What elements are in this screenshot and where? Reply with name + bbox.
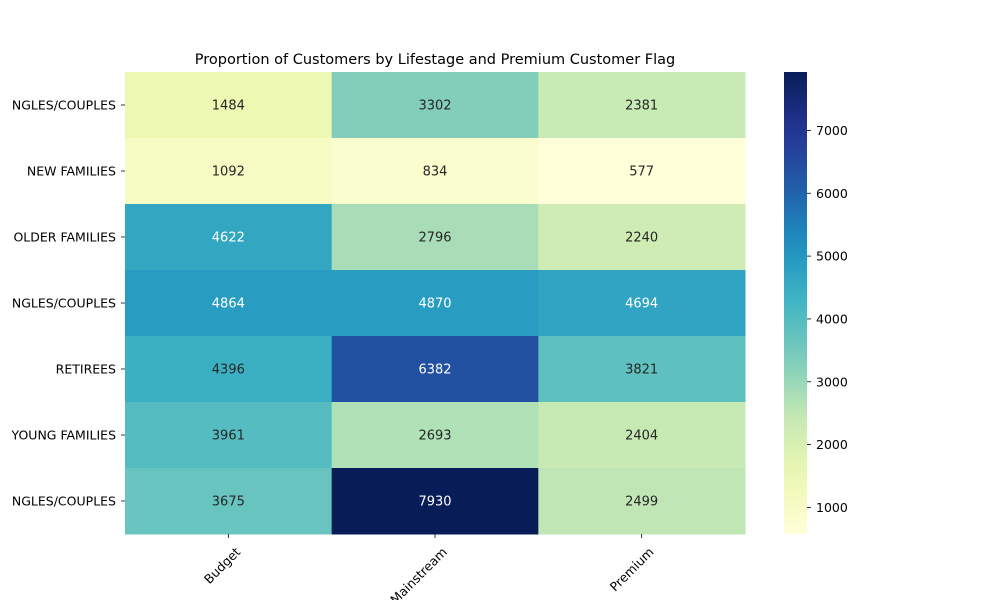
heatmap-cell xyxy=(538,138,746,205)
y-tick-label: YOUNG FAMILIES xyxy=(11,428,117,443)
heatmap-cell xyxy=(125,402,333,469)
y-tick-label: OLDER FAMILIES xyxy=(13,230,116,245)
colorbar-gradient xyxy=(784,72,807,534)
chart-title: Proportion of Customers by Lifestage and… xyxy=(195,52,676,68)
cell-value-label: 3961 xyxy=(212,429,245,444)
heatmap-cell xyxy=(331,138,539,205)
y-tick-label: NGLES/COUPLES xyxy=(12,296,116,311)
cell-value-label: 2240 xyxy=(625,231,658,246)
y-tick-label: RETIREES xyxy=(56,362,116,377)
cell-value-label: 834 xyxy=(423,165,448,180)
heatmap-cell xyxy=(125,270,333,337)
cell-value-label: 2499 xyxy=(625,495,658,510)
colorbar-tick-label: 7000 xyxy=(816,123,848,138)
heatmap-cell xyxy=(331,270,539,337)
y-tick-label: NEW FAMILIES xyxy=(27,164,116,179)
cell-value-label: 6382 xyxy=(418,363,451,378)
heatmap-cell xyxy=(538,468,746,535)
cell-value-label: 2796 xyxy=(418,231,451,246)
heatmap-cell xyxy=(538,402,746,469)
cell-value-label: 2381 xyxy=(625,99,658,114)
x-tick-label: Premium xyxy=(607,544,657,594)
heatmap-cell xyxy=(331,468,539,535)
heatmap-cell xyxy=(331,402,539,469)
heatmap-cell xyxy=(331,336,539,403)
cell-value-label: 4396 xyxy=(212,363,245,378)
cell-value-label: 4864 xyxy=(212,297,245,312)
cell-value-label: 1484 xyxy=(212,99,245,114)
heatmap-cell xyxy=(125,468,333,535)
x-tick-label: Mainstream xyxy=(387,544,450,600)
heatmap-cell xyxy=(538,336,746,403)
colorbar-tick-label: 6000 xyxy=(816,186,848,201)
x-tick-label: Budget xyxy=(201,544,243,586)
cell-value-label: 4622 xyxy=(212,231,245,246)
heatmap-cells: 1484 3302 2381 1092 834 577 4622 2796 2240 4864 48… xyxy=(125,72,746,535)
cell-value-label: 4694 xyxy=(625,297,658,312)
heatmap-cell xyxy=(125,72,333,139)
cell-value-label: 3675 xyxy=(212,495,245,510)
y-tick-label: NGLES/COUPLES xyxy=(12,98,116,113)
cell-value-label: 4870 xyxy=(418,297,451,312)
colorbar-tick-label: 1000 xyxy=(816,500,848,515)
colorbar-tick-label: 5000 xyxy=(816,249,848,264)
heatmap-cell xyxy=(538,72,746,139)
colorbar-tick-label: 2000 xyxy=(816,437,848,452)
heatmap-cell xyxy=(538,204,746,271)
cell-value-label: 1092 xyxy=(212,165,245,180)
cell-value-label: 2693 xyxy=(418,429,451,444)
y-tick-label: NGLES/COUPLES xyxy=(12,494,116,509)
heatmap-cell xyxy=(125,336,333,403)
heatmap-cell xyxy=(331,204,539,271)
cell-value-label: 3302 xyxy=(418,99,451,114)
cell-value-label: 577 xyxy=(629,165,654,180)
colorbar: 1000 2000 3000 4000 5000 6000 7000 xyxy=(784,72,848,534)
cell-value-label: 3821 xyxy=(625,363,658,378)
colorbar-tick-label: 4000 xyxy=(816,311,848,326)
heatmap-cell xyxy=(331,72,539,139)
x-axis: Budget Mainstream Premium xyxy=(201,534,657,605)
colorbar-tick-label: 3000 xyxy=(816,374,848,389)
heatmap-cell xyxy=(538,270,746,337)
heatmap-cell xyxy=(125,204,333,271)
cell-value-label: 7930 xyxy=(418,495,451,510)
y-axis: NGLES/COUPLES NEW FAMILIES OLDER FAMILIES N… xyxy=(11,98,125,509)
heatmap-cell xyxy=(125,138,333,205)
cell-value-label: 2404 xyxy=(625,429,658,444)
